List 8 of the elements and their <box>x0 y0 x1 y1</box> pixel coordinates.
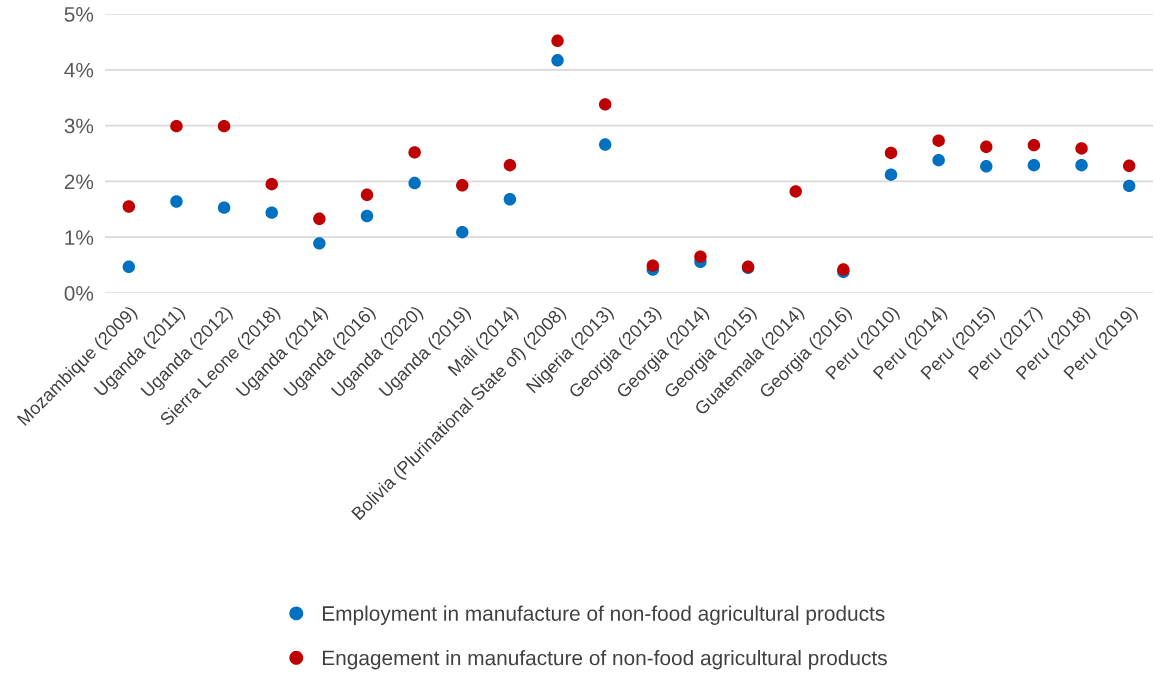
y-tick-label: 5% <box>64 7 94 22</box>
y-tick-label: 3% <box>64 118 94 134</box>
y-tick-label: 2% <box>64 174 94 190</box>
legend-label: Engagement in manufacture of non-food agricultural products <box>322 650 887 670</box>
legend-label: Employment in manufacture of non-food agricultural products <box>322 605 885 625</box>
y-tick-label: 0% <box>64 286 94 301</box>
y-tick-label: 1% <box>65 230 94 245</box>
y-tick-label: 4% <box>64 62 94 78</box>
